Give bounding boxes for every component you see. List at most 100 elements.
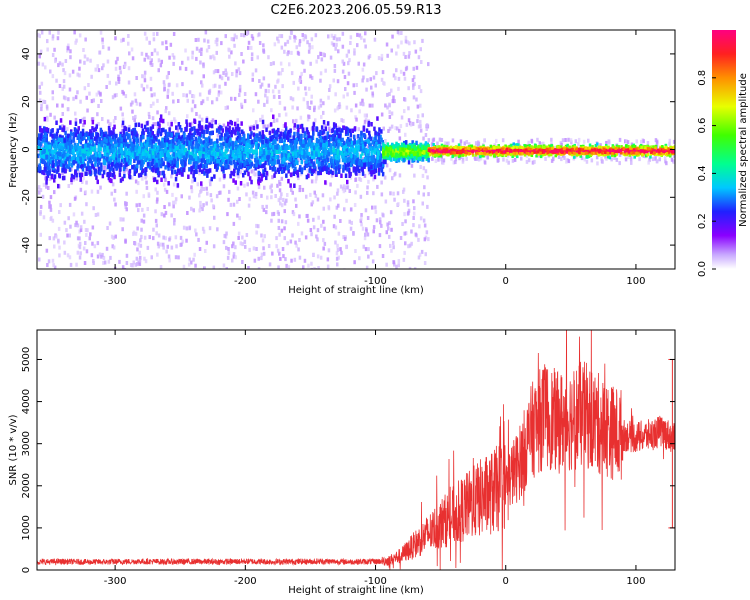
heatmap-cell: [420, 60, 423, 64]
heatmap-cell: [43, 137, 46, 143]
heatmap-cell: [175, 171, 178, 177]
heatmap-cell: [167, 121, 170, 126]
heatmap-cell: [347, 157, 350, 162]
heatmap-cell: [68, 136, 71, 142]
heatmap-cell: [82, 176, 85, 181]
heatmap-cell: [226, 105, 229, 110]
heatmap-cell: [111, 134, 115, 140]
heatmap-cell: [100, 137, 103, 142]
heatmap-cell: [368, 146, 372, 151]
heatmap-cell: [342, 235, 345, 240]
heatmap-cell: [236, 127, 239, 132]
heatmap-cell: [200, 181, 203, 186]
heatmap-cell: [419, 103, 422, 108]
heatmap-cell: [46, 47, 49, 52]
heatmap-cell: [207, 159, 211, 164]
heatmap-cell: [220, 76, 224, 81]
heatmap-cell: [274, 169, 277, 175]
heatmap-cell: [82, 123, 85, 128]
heatmap-cell: [346, 81, 350, 86]
heatmap-cell: [277, 149, 281, 154]
heatmap-cell: [225, 159, 228, 164]
heatmap-cell: [324, 126, 328, 131]
heatmap-cell: [121, 176, 124, 182]
heatmap-cell: [312, 168, 316, 173]
heatmap-cell: [363, 173, 367, 178]
heatmap-cell: [309, 61, 312, 66]
heatmap-cell: [325, 151, 328, 156]
heatmap-cell: [140, 51, 144, 56]
heatmap-cell: [405, 122, 409, 127]
heatmap-cell: [270, 189, 273, 194]
heatmap-cell: [241, 260, 244, 264]
heatmap-cell: [206, 137, 209, 143]
heatmap-cell: [306, 168, 309, 173]
heatmap-cell: [133, 158, 136, 163]
heatmap-cell: [277, 89, 281, 94]
heatmap-cell: [61, 112, 64, 116]
heatmap-cell: [88, 131, 91, 137]
heatmap-cell: [233, 96, 237, 101]
heatmap-cell: [299, 115, 303, 120]
heatmap-cell: [81, 167, 85, 172]
heatmap-cell: [338, 164, 342, 169]
heatmap-cell: [387, 226, 390, 231]
heatmap-cell: [261, 134, 264, 139]
heatmap-cell: [276, 183, 279, 188]
heatmap-cell: [310, 232, 313, 237]
heatmap-cell: [305, 127, 309, 132]
heatmap-cell: [256, 156, 259, 161]
heatmap-cell: [165, 106, 168, 111]
heatmap-cell: [51, 163, 55, 168]
heatmap-cell: [170, 132, 173, 138]
heatmap-cell: [151, 131, 154, 136]
heatmap-cell: [298, 39, 302, 44]
heatmap-cell: [334, 160, 337, 166]
heatmap-cell: [170, 157, 173, 162]
heatmap-cell: [48, 204, 51, 209]
heatmap-cell: [341, 157, 345, 163]
heatmap-cell: [407, 54, 411, 59]
heatmap-cell: [290, 140, 294, 146]
heatmap-cell: [397, 86, 400, 91]
heatmap-cell: [143, 124, 147, 130]
heatmap-cell: [407, 244, 410, 249]
heatmap-cell: [261, 173, 264, 178]
heatmap-cell: [320, 161, 324, 167]
heatmap-cell: [274, 130, 277, 136]
heatmap-cell: [175, 137, 179, 143]
heatmap-cell: [251, 190, 255, 195]
heatmap-cell: [312, 122, 316, 127]
heatmap-cell: [306, 100, 309, 105]
heatmap-cell: [372, 191, 375, 196]
heatmap-cell: [67, 43, 70, 48]
heatmap-cell: [254, 158, 257, 163]
heatmap-cell: [298, 146, 302, 151]
heatmap-cell: [99, 30, 103, 35]
heatmap-cell: [377, 163, 380, 168]
heatmap-cell: [243, 240, 246, 244]
heatmap-cell: [67, 46, 70, 51]
heatmap-cell: [224, 73, 228, 77]
heatmap-cell: [79, 59, 82, 64]
heatmap-cell: [225, 136, 229, 141]
heatmap-cell: [51, 140, 55, 146]
heatmap-cell: [353, 156, 357, 161]
heatmap-cell: [53, 139, 56, 145]
heatmap-cell: [396, 44, 400, 49]
heatmap-cell: [371, 170, 374, 175]
heatmap-cell: [232, 171, 235, 177]
heatmap-cell: [40, 103, 43, 108]
heatmap-cell: [202, 154, 205, 159]
heatmap-cell: [52, 166, 55, 171]
heatmap-cell: [83, 149, 86, 154]
heatmap-cell: [189, 159, 192, 165]
heatmap-cell: [174, 197, 178, 202]
heatmap-cell: [212, 70, 216, 75]
heatmap-cell: [299, 140, 302, 145]
heatmap-cell: [41, 150, 44, 155]
heatmap-cell: [226, 255, 230, 260]
heatmap-cell: [45, 248, 49, 253]
heatmap-cell: [289, 143, 293, 148]
heatmap-cell: [332, 224, 336, 229]
